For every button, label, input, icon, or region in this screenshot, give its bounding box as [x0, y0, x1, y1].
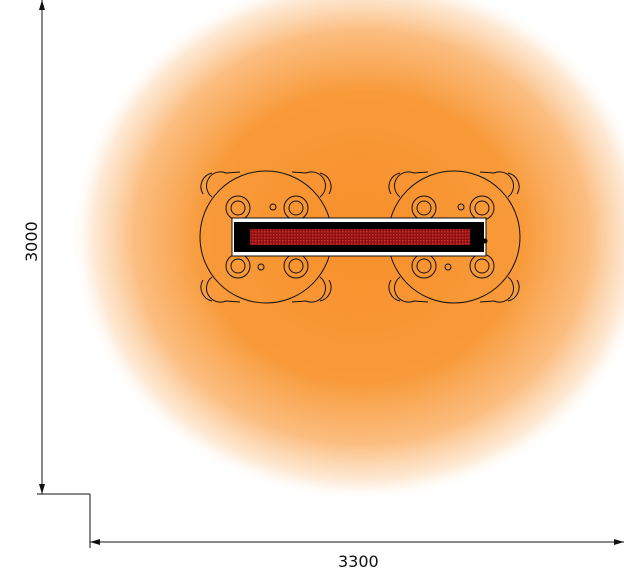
chair-right-tl: [394, 171, 429, 198]
chair-right-bl: [394, 276, 429, 303]
width-label: 3300: [338, 552, 379, 571]
chair-left-br: [291, 276, 326, 303]
height-dimension: [37, 0, 90, 495]
chair-right-br: [479, 276, 514, 303]
chair-left-bl: [206, 276, 241, 303]
heater-element: [250, 229, 470, 245]
height-label: 3000: [22, 221, 41, 262]
chair-right-tr: [479, 171, 514, 198]
table-group-left: [199, 170, 333, 304]
infrared-heater: [231, 217, 488, 257]
width-dimension: [89, 494, 624, 548]
chair-left-tr: [291, 171, 326, 198]
chair-left-tl: [206, 171, 241, 198]
